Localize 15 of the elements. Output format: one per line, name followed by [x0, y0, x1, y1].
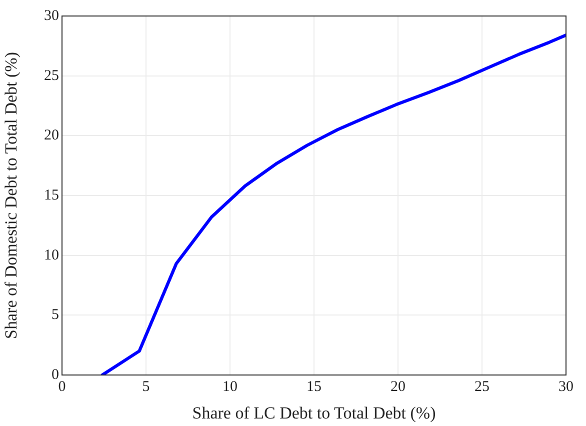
y-tick-label: 10: [44, 247, 59, 264]
x-tick-label: 5: [142, 378, 150, 395]
x-tick-label: 25: [474, 378, 490, 395]
x-tick-label: 30: [558, 378, 574, 395]
x-tick-label: 15: [306, 378, 322, 395]
x-tick-label: 10: [222, 378, 238, 395]
y-tick-label: 5: [52, 307, 59, 324]
y-tick-label: 30: [44, 8, 59, 24]
x-axis-title: Share of LC Debt to Total Debt (%): [192, 403, 436, 422]
y-tick-label: 0: [52, 366, 59, 383]
x-tick-label: 20: [390, 378, 406, 395]
y-axis-title: Share of Domestic Debt to Total Debt (%): [2, 52, 21, 339]
y-tick-label: 25: [44, 68, 59, 84]
y-tick-label: 20: [44, 128, 59, 144]
y-tick-label: 15: [44, 187, 59, 204]
